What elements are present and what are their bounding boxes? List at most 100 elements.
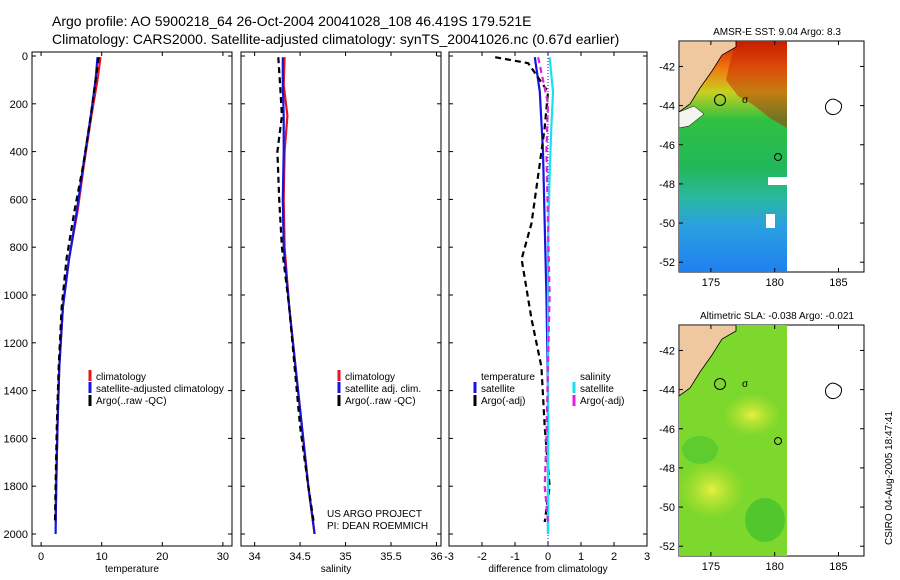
- figure-title-line-1: Argo profile: AO 5900218_64 26-Oct-2004 …: [52, 13, 532, 29]
- legend-heading-salinity: salinity: [580, 372, 611, 383]
- legend-label-argo: Argo(..raw -QC): [96, 396, 167, 407]
- legend-label-temperature-argo: Argo(-adj): [481, 396, 525, 407]
- map-x-tick-label: 175: [702, 561, 720, 573]
- csiro-timestamp: CSIRO 04-Aug-2005 18:47:41: [884, 411, 895, 545]
- legend-label-temperature-satellite: satellite: [481, 384, 515, 395]
- sla-map-axes: 175 180 185 -42 -44 -46 -48 -50 -52: [659, 325, 864, 573]
- sla-island-outline: [825, 382, 843, 400]
- series-line-salinity-argo-adj-: [537, 56, 551, 523]
- legend-label-satellite-adjusted: satellite-adjusted climatology: [96, 384, 224, 395]
- x-tick-label: 2: [611, 551, 617, 563]
- salinity-x-axis: 34 34.5 35 35.5 36: [249, 52, 443, 563]
- temperature-plot-frame: [31, 51, 233, 547]
- map-x-tick-label: 185: [829, 277, 847, 289]
- legend-label-salinity-argo: Argo(-adj): [580, 396, 624, 407]
- sla-high-anomaly-2: [722, 393, 782, 437]
- sst-map-panel: AMSR-E SST: 9.04 Argo: 8.3 σ 175 180 185 -4…: [659, 27, 865, 289]
- x-tick-label: 3: [644, 551, 650, 563]
- map-y-tick-label: -46: [659, 424, 675, 436]
- map-x-tick-label: 180: [766, 561, 784, 573]
- legend-heading-temperature: temperature: [481, 372, 535, 383]
- x-tick-label: 20: [156, 551, 168, 563]
- y-tick-label: 400: [10, 147, 28, 159]
- map-x-tick-label: 180: [766, 277, 784, 289]
- sla-land-new-zealand: [678, 324, 737, 397]
- legend-label-argo: Argo(..raw -QC): [345, 396, 416, 407]
- map-y-tick-label: -42: [659, 61, 675, 73]
- y-tick-label: 1400: [4, 386, 28, 398]
- x-tick-label: 1: [578, 551, 584, 563]
- map-y-tick-label: -42: [659, 345, 675, 357]
- sla-low-anomaly-2: [682, 436, 718, 464]
- series-line-argo-raw-qc-: [53, 57, 100, 523]
- sla-island-glyph: σ: [742, 379, 749, 390]
- x-tick-label: 30: [217, 551, 229, 563]
- sst-coastal-gap: [678, 105, 705, 129]
- legend-label-salinity-satellite: satellite: [580, 384, 614, 395]
- x-tick-label: 34: [249, 551, 261, 563]
- map-x-tick-label: 185: [829, 561, 847, 573]
- x-tick-label: 0: [38, 551, 44, 563]
- salinity-legend: climatology satellite adj. clim. Argo(..…: [337, 370, 421, 407]
- y-tick-label: 1200: [4, 338, 28, 350]
- temperature-x-axis: 0 10 20 30: [38, 52, 229, 563]
- salinity-x-label: salinity: [321, 564, 352, 575]
- y-tick-label: 2000: [4, 529, 28, 541]
- sla-map-title: Altimetric SLA: -0.038 Argo: -0.021: [700, 311, 854, 322]
- map-y-tick-label: -52: [659, 257, 675, 269]
- map-y-tick-label: -44: [659, 101, 675, 113]
- sla-map-panel: Altimetric SLA: -0.038 Argo: -0.021 σ 17…: [659, 311, 865, 573]
- map-y-tick-label: -48: [659, 179, 675, 191]
- difference-legend-salinity: salinity satellite Argo(-adj): [572, 372, 624, 407]
- map-y-tick-label: -46: [659, 140, 675, 152]
- temperature-series: [53, 57, 102, 535]
- x-tick-label: 0: [545, 551, 551, 563]
- sst-float-position-marker: [774, 153, 782, 161]
- x-tick-label: 35.5: [380, 551, 401, 563]
- sst-missing-data-2: [766, 214, 775, 228]
- figure-title-line-2: Climatology: CARS2000. Satellite-adjuste…: [52, 31, 619, 47]
- difference-panel: -3 -2 -1 0 1 2 3 difference from climatology t…: [444, 51, 650, 575]
- difference-series: [495, 56, 555, 534]
- x-tick-label: 34.5: [289, 551, 310, 563]
- salinity-panel: 34 34.5 35 35.5 36 salinity climatology sate…: [240, 51, 443, 575]
- map-y-tick-label: -48: [659, 463, 675, 475]
- difference-y-ticks: [449, 55, 647, 535]
- salinity-plot-frame: [240, 51, 442, 547]
- project-credit: US ARGO PROJECT: [327, 509, 422, 520]
- sst-map-title: AMSR-E SST: 9.04 Argo: 8.3: [713, 27, 841, 38]
- temperature-y-axis: 0 200 400 600 800 1000 1200 1400 1600 1800 2000: [4, 51, 232, 541]
- map-y-tick-label: -50: [659, 218, 675, 230]
- y-tick-label: 0: [22, 51, 28, 63]
- temperature-x-label: temperature: [105, 564, 159, 575]
- sst-warm-core: [726, 41, 787, 128]
- legend-label-satellite-adjusted: satellite adj. clim.: [345, 384, 421, 395]
- x-tick-label: 36: [430, 551, 442, 563]
- sst-chatham-rise-contour: [714, 94, 726, 106]
- series-line-satellite-adj-clim-: [281, 57, 316, 535]
- x-tick-label: -1: [510, 551, 520, 563]
- series-line-argo-raw-qc-: [276, 57, 315, 523]
- legend-label-climatology: climatology: [345, 372, 395, 383]
- sla-high-anomaly-1: [678, 460, 746, 520]
- y-tick-label: 1600: [4, 433, 28, 445]
- x-tick-label: -2: [477, 551, 487, 563]
- map-x-tick-label: 175: [702, 277, 720, 289]
- salinity-y-ticks: [241, 55, 441, 535]
- y-tick-label: 600: [10, 194, 28, 206]
- difference-legend-temperature: temperature satellite Argo(-adj): [473, 372, 535, 407]
- y-tick-label: 1800: [4, 481, 28, 493]
- sst-island-outline: [825, 98, 843, 116]
- map-y-tick-label: -50: [659, 502, 675, 514]
- difference-x-label: difference from climatology: [488, 564, 607, 575]
- x-tick-label: -3: [444, 551, 454, 563]
- x-tick-label: 35: [339, 551, 351, 563]
- map-y-tick-label: -44: [659, 385, 675, 397]
- map-y-tick-label: -52: [659, 541, 675, 553]
- y-tick-label: 800: [10, 242, 28, 254]
- sla-float-position-marker: [774, 437, 782, 445]
- salinity-series: [276, 57, 316, 535]
- pi-credit: PI: DEAN ROEMMICH: [327, 521, 428, 532]
- temperature-legend: climatology satellite-adjusted climatolo…: [88, 370, 224, 407]
